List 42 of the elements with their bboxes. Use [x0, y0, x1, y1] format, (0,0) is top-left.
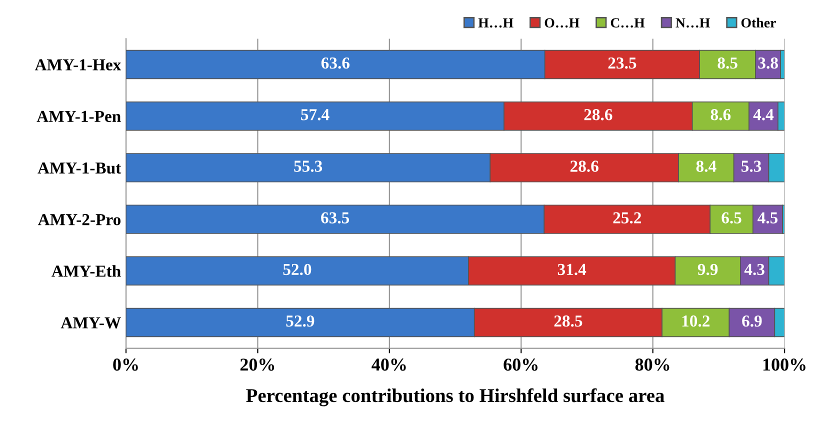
data-label: 4.5: [758, 212, 778, 224]
x-tick-label: 60%: [504, 358, 538, 371]
data-label: 63.6: [321, 57, 350, 69]
y-tick-label: AMY-2-Pro: [38, 214, 121, 226]
legend-label: C…H: [610, 18, 645, 28]
data-label: 63.5: [321, 212, 350, 224]
data-label: 10.2: [682, 315, 710, 327]
data-label: 28.5: [554, 315, 582, 327]
data-label: 4.4: [753, 109, 774, 120]
data-label: 28.6: [570, 160, 598, 172]
y-tick-label: AMY-Eth: [52, 265, 121, 277]
x-tick-label: 20%: [240, 358, 274, 371]
legend-label: Other: [741, 18, 776, 28]
data-label: 57.4: [301, 109, 330, 120]
legend-label: O…H: [544, 18, 580, 28]
data-label: 52.9: [286, 315, 314, 327]
x-tick-label: 100%: [763, 358, 806, 371]
data-label: 25.2: [613, 212, 642, 224]
x-axis-title: Percentage contributions to Hirshfeld surface area: [246, 388, 664, 406]
legend-label: H…H: [478, 18, 514, 28]
data-label: 28.6: [584, 109, 612, 120]
y-tick-label: AMY-1-Pen: [36, 110, 121, 122]
x-tick-label: 80%: [635, 358, 670, 371]
legend-label: N…H: [676, 18, 710, 28]
data-label: 23.5: [608, 57, 636, 69]
y-tick-label: AMY-1-But: [38, 162, 122, 174]
data-label: 9.9: [698, 264, 718, 276]
data-label: 31.4: [558, 264, 586, 276]
data-label: 5.3: [742, 160, 762, 172]
data-label: 4.3: [744, 264, 764, 276]
data-label: 6.5: [722, 212, 742, 224]
data-label: 52.0: [283, 264, 312, 276]
data-label: 8.6: [710, 109, 731, 120]
data-label: 6.9: [742, 315, 762, 327]
x-tick-label: 40%: [372, 358, 406, 371]
data-label: 3.8: [758, 57, 778, 69]
data-label: 55.3: [294, 160, 322, 172]
y-tick-label: AMY-W: [60, 317, 121, 329]
data-label: 8.4: [696, 160, 716, 172]
data-label: 8.5: [718, 57, 738, 69]
x-tick-label: 0%: [113, 358, 138, 371]
y-tick-label: AMY-1-Hex: [34, 59, 122, 70]
